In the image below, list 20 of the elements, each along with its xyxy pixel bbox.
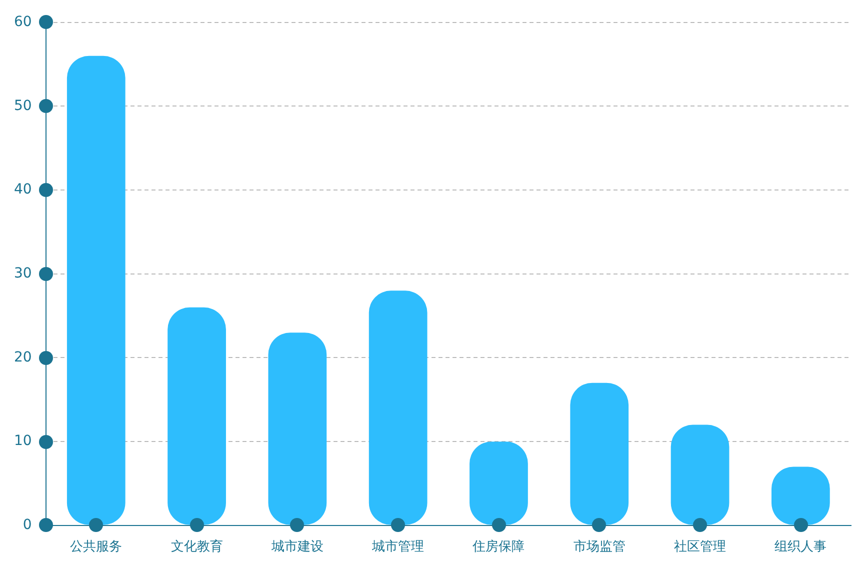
y-tick-label: 10: [14, 433, 32, 450]
x-tick-label: 市场监管: [573, 540, 626, 555]
bar: [66, 56, 126, 525]
x-tick-label: 城市建设: [270, 540, 324, 555]
y-tick-label: 30: [14, 266, 32, 282]
x-tick-label: 公共服务: [70, 540, 122, 555]
x-tick-label: 社区管理: [674, 540, 726, 555]
bar: [268, 332, 327, 525]
y-tick-label: 20: [14, 349, 32, 366]
x-tick-label: 城市管理: [371, 540, 424, 555]
bar: [168, 307, 226, 525]
x-tick-label: 组织人事: [774, 540, 827, 555]
x-tick-label: 住房保障: [472, 538, 525, 555]
bar: [570, 382, 629, 525]
y-tick-label: 60: [14, 14, 32, 30]
y-tick-label: 40: [14, 182, 32, 198]
x-tick-label: 文化教育: [170, 538, 223, 555]
y-tick-label: 50: [14, 98, 32, 114]
bar: [368, 290, 428, 525]
y-tick-label: 0: [22, 517, 32, 534]
